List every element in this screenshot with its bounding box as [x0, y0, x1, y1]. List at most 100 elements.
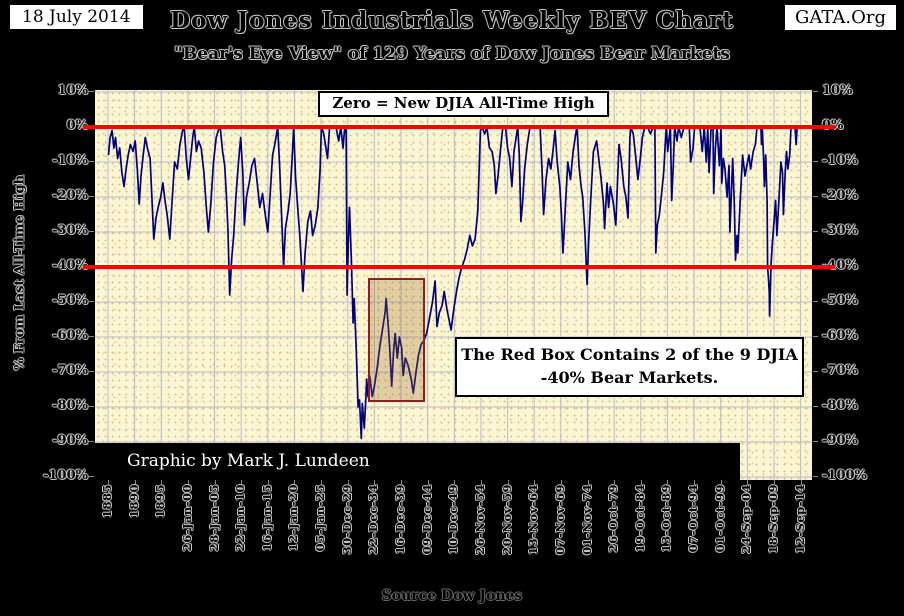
red-bear-market-box: [368, 277, 425, 403]
x-axis-label: 20-Nov-59: [499, 484, 514, 555]
y-axis-tick: [89, 476, 94, 477]
x-axis-label: 09-Dec-44: [419, 484, 434, 555]
y-axis-label-left: -10%: [52, 153, 88, 168]
x-axis-tick: [774, 480, 775, 484]
credit-text: Graphic by Mark J. Lundeen: [127, 451, 370, 471]
date-box: 18 July 2014: [8, 3, 145, 31]
x-axis-tick: [454, 480, 456, 484]
y-axis-tick: [813, 371, 818, 372]
x-axis-label: 07-Nov-69: [552, 484, 567, 555]
x-axis-label: 26-Nov-54: [472, 484, 487, 555]
y-axis-tick: [813, 231, 818, 232]
y-axis-label-right: 10%: [822, 83, 853, 98]
x-axis-tick: [321, 480, 323, 484]
x-axis-label: 18-Sep-09: [766, 484, 780, 554]
y-axis-title: % From Last All-Time High: [12, 174, 28, 371]
y-axis-label-right: -80%: [822, 398, 858, 413]
x-axis-tick: [294, 480, 296, 484]
x-axis-label: 26-Oct-79: [606, 484, 621, 553]
x-axis-label: 30-Dec-29: [339, 484, 354, 555]
x-axis-label: 1890: [126, 484, 141, 519]
x-axis-tick: [800, 480, 802, 484]
y-axis-tick: [89, 91, 94, 92]
bev-series-line: [107, 126, 799, 440]
y-axis-tick: [89, 161, 94, 162]
x-axis-tick: [187, 480, 189, 484]
x-axis-tick: [507, 480, 509, 484]
y-axis-tick: [813, 406, 818, 407]
x-axis-label: 22-Jan-10: [233, 484, 248, 552]
y-axis-label-right: -40%: [822, 258, 858, 273]
x-axis-label: 13-Oct-89: [659, 484, 674, 553]
y-axis-label-right: -70%: [822, 363, 858, 378]
red-box-note-callout: The Red Box Contains 2 of the 9 DJIA -40…: [455, 337, 804, 397]
x-axis-label: 12-Jan-20: [286, 484, 301, 552]
x-axis-label: 05-Jan-25: [313, 484, 328, 552]
x-axis-label: 1895: [153, 484, 168, 519]
bev-line-chart: [95, 90, 812, 480]
y-axis-tick: [89, 231, 94, 232]
x-axis-label: 28-Jan-05: [206, 484, 221, 552]
x-axis-tick: [694, 480, 696, 484]
source-caption: Source Dow Jones: [381, 588, 523, 604]
minus40-percent-red-line: [83, 265, 835, 269]
y-axis-label-left: 0%: [66, 118, 88, 133]
x-axis-label: 16-Jan-15: [259, 484, 274, 552]
x-axis-tick: [720, 480, 722, 484]
y-axis-label-right: -30%: [822, 223, 858, 238]
x-axis-label: 13-Nov-64: [526, 484, 541, 555]
x-axis-tick: [614, 480, 616, 484]
x-axis-tick: [667, 480, 669, 484]
y-axis-tick: [813, 161, 818, 162]
y-axis-tick: [89, 301, 94, 302]
y-axis-label-left: 10%: [57, 83, 88, 98]
y-axis-label-left: -50%: [52, 293, 88, 308]
y-axis-tick: [89, 441, 94, 442]
y-axis-tick: [813, 196, 818, 197]
x-axis-tick: [267, 480, 269, 484]
x-axis-tick: [427, 480, 429, 484]
y-axis-label-right: -20%: [822, 188, 858, 203]
x-axis-tick: [374, 480, 376, 484]
y-axis-label-left: -80%: [52, 398, 88, 413]
x-axis-tick: [214, 480, 216, 484]
y-axis-tick: [89, 406, 94, 407]
y-axis-label-right: -60%: [822, 328, 858, 343]
y-axis-label-left: -60%: [52, 328, 88, 343]
y-axis-label-left: -20%: [52, 188, 88, 203]
y-axis-tick: [813, 301, 818, 302]
zero-definition-callout: Zero = New DJIA All-Time High: [318, 91, 609, 117]
y-axis-label-left: -100%: [43, 468, 88, 483]
x-axis-tick: [640, 480, 642, 484]
x-axis-label: 19-Oct-84: [632, 484, 647, 553]
x-axis-label: 07-Oct-94: [686, 484, 701, 553]
x-axis-label: 16-Dec-39: [393, 484, 408, 555]
x-axis-tick: [161, 480, 163, 484]
y-axis-label-left: -30%: [52, 223, 88, 238]
x-axis-tick: [134, 480, 136, 484]
red-box-note-line1: The Red Box Contains 2 of the 9 DJIA: [461, 345, 798, 364]
chart-plot-area: Zero = New DJIA All-Time High The Red Bo…: [95, 90, 812, 480]
x-axis-label: 1885: [100, 484, 114, 519]
x-axis-tick: [241, 480, 243, 484]
y-axis-label-left: -70%: [52, 363, 88, 378]
x-axis-label: 12-Sep-14: [792, 484, 807, 554]
x-axis-tick: [560, 480, 562, 484]
x-axis-tick: [587, 480, 589, 484]
x-axis-tick: [401, 480, 403, 484]
page-title: Dow Jones Industrials Weekly BEV Chart: [170, 7, 734, 34]
gata-org-badge: GATA.Org: [782, 3, 898, 32]
x-axis-label: 01-Nov-74: [579, 484, 594, 555]
x-axis-label: 10-Dec-49: [446, 484, 461, 555]
x-axis-label: 22-Dec-34: [366, 484, 381, 555]
x-axis-label: 24-Sep-04: [739, 484, 754, 554]
y-axis-tick: [89, 196, 94, 197]
y-axis-tick: [813, 336, 818, 337]
x-axis-tick: [480, 480, 482, 484]
y-axis-tick: [89, 371, 94, 372]
y-axis-tick: [813, 91, 818, 92]
y-axis-label-left: -40%: [52, 258, 88, 273]
y-axis-label-right: -10%: [822, 153, 858, 168]
x-axis-tick: [108, 480, 109, 484]
